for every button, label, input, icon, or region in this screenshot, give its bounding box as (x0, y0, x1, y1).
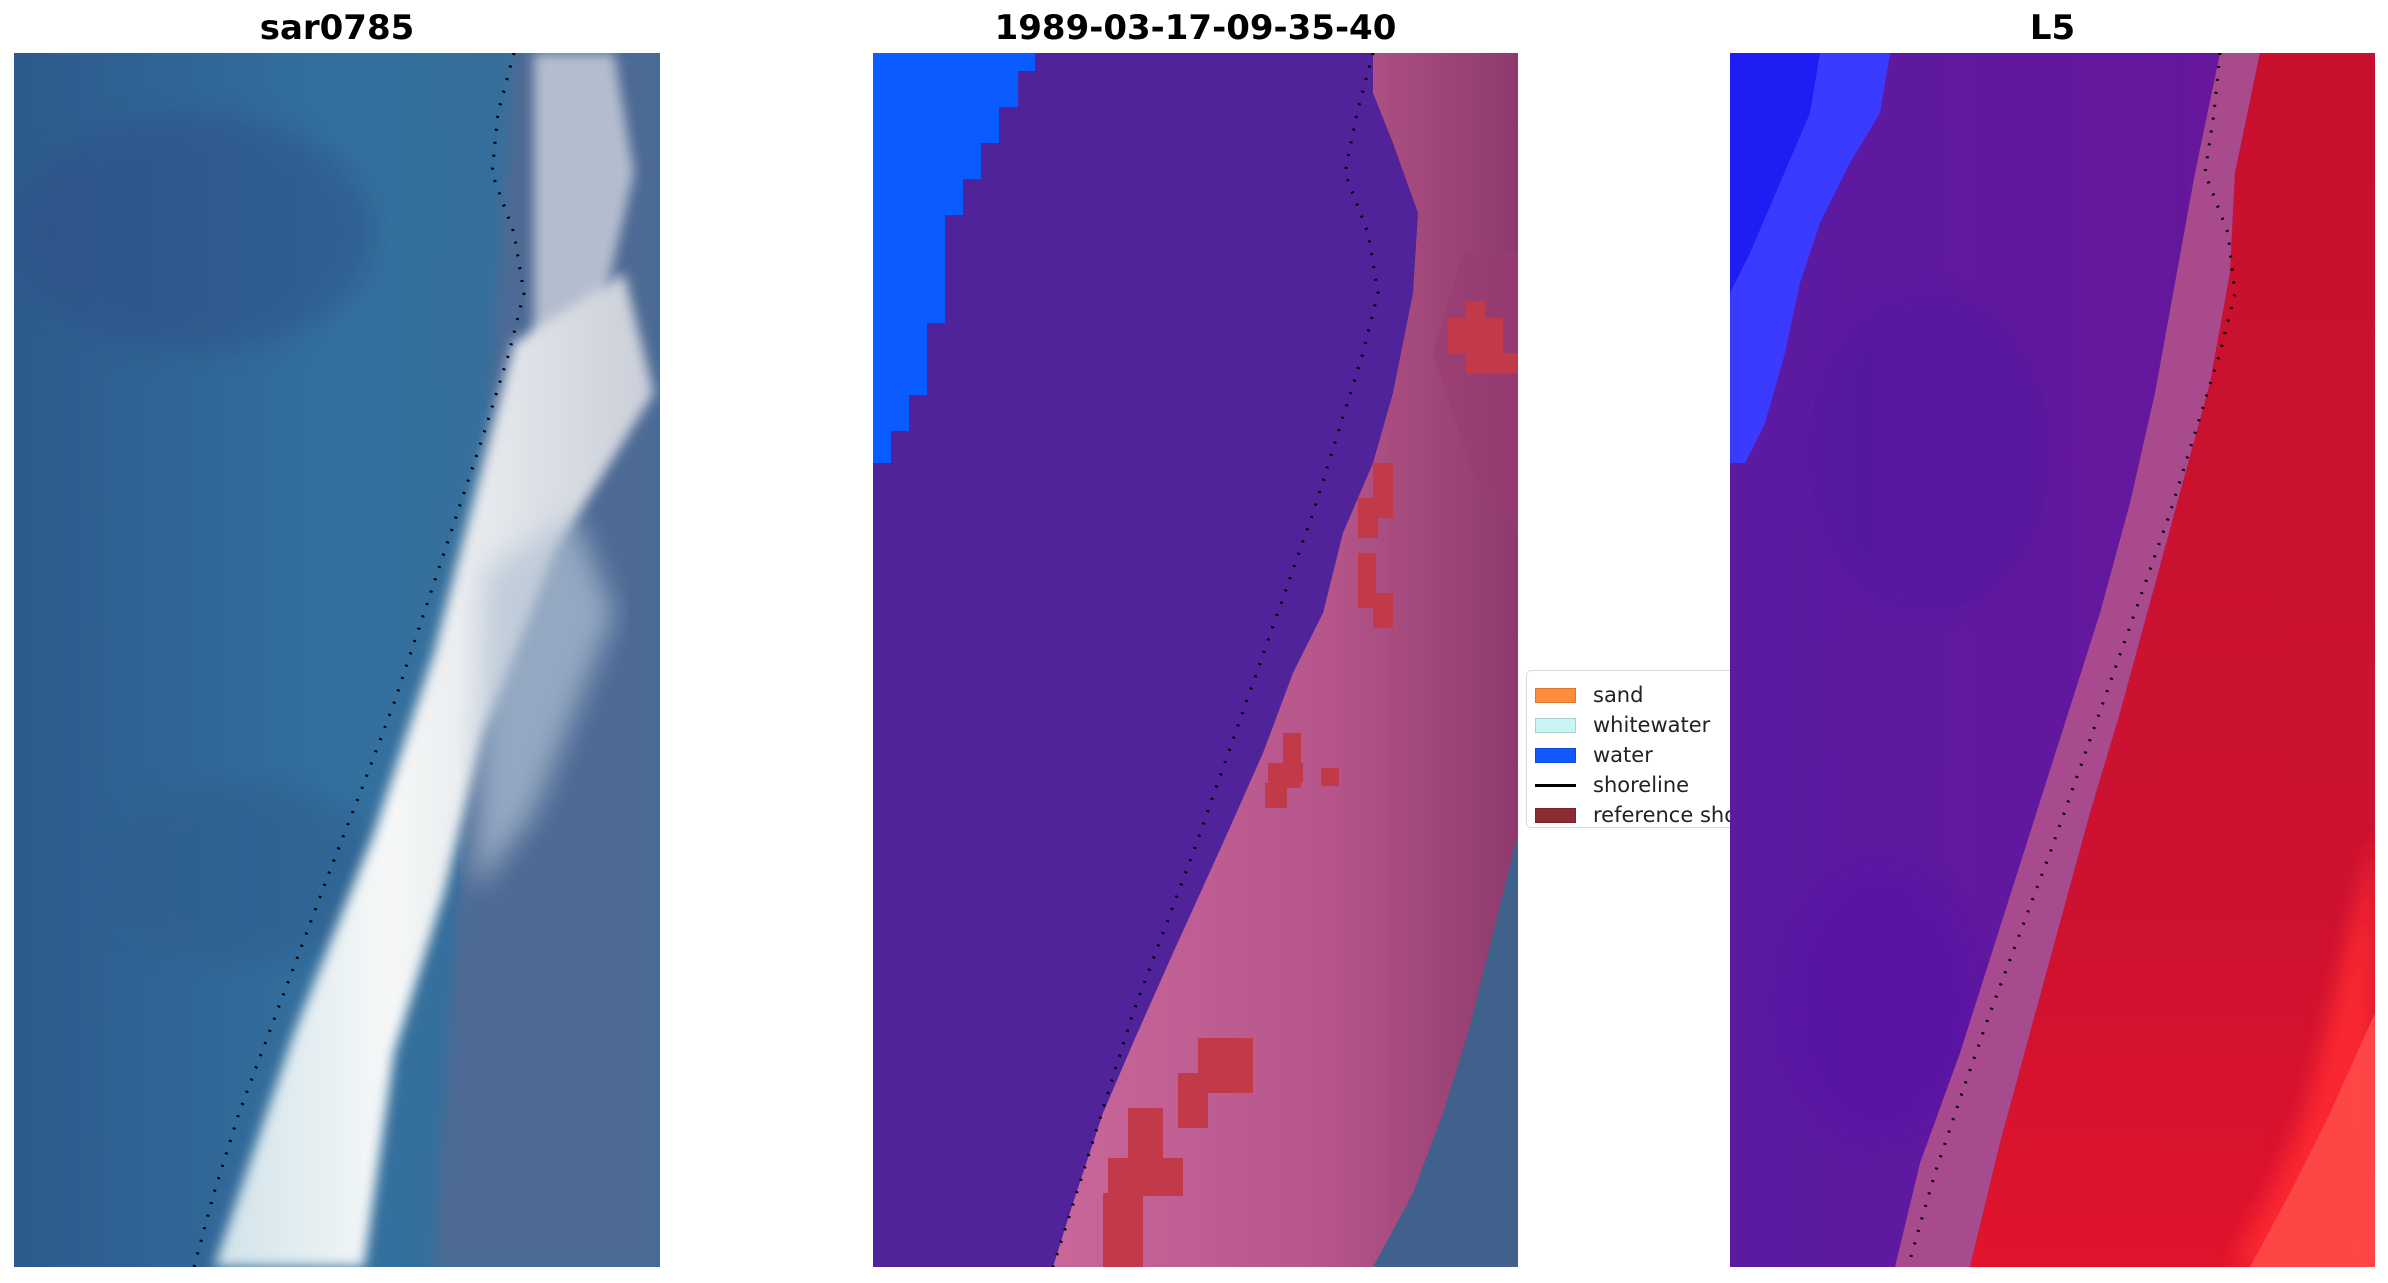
class-beach-area (1053, 53, 1518, 1267)
legend-swatch-whitewater (1535, 717, 1576, 733)
legend-label-reference-shoreline: reference shoreline (1593, 803, 1730, 827)
legend-label-sand: sand (1593, 683, 1644, 707)
legend-line-shoreline (1535, 783, 1576, 787)
red-patch (1466, 301, 1485, 319)
panel-title-rgb: sar0785 (259, 8, 415, 48)
legend-item-reference-shoreline: reference shoreline (1535, 801, 1730, 827)
legend-swatch-water (1535, 747, 1576, 763)
legend-label-shoreline: shoreline (1593, 773, 1690, 797)
legend-label-water: water (1593, 743, 1653, 767)
classified-image (873, 53, 1518, 1267)
index-image-canvas (1730, 53, 2375, 1267)
legend-item-whitewater: whitewater (1535, 711, 1710, 739)
rgb-image-canvas (14, 53, 660, 1267)
classified-image-canvas (873, 53, 1518, 1267)
panel-title-index: L5 (2029, 8, 2076, 48)
legend: sand whitewater water shoreline referenc… (1526, 670, 1730, 828)
legend-item-sand: sand (1535, 681, 1643, 709)
class-water-area (873, 53, 1035, 463)
index-high-area (1970, 53, 2375, 1267)
bright-beach (214, 273, 654, 1267)
rgb-satellite-image (14, 53, 660, 1267)
legend-item-water: water (1535, 741, 1653, 769)
class-land-blue-area (1373, 833, 1518, 1267)
legend-label-whitewater: whitewater (1593, 713, 1711, 737)
legend-swatch-reference-shoreline (1535, 807, 1576, 823)
panel-title-classified: 1989-03-17-09-35-40 (994, 8, 1397, 48)
index-image (1730, 53, 2375, 1267)
legend-item-shoreline: shoreline (1535, 771, 1689, 799)
index-transition-band (1895, 53, 2260, 1267)
legend-swatch-sand (1535, 687, 1576, 703)
